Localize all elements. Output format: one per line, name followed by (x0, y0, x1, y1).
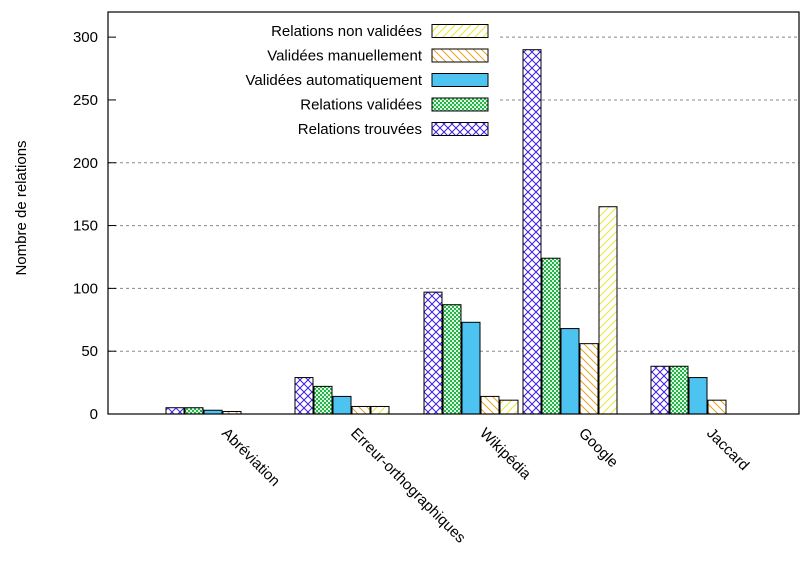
bar-slash (499, 399, 519, 415)
legend-swatch (431, 48, 489, 63)
bar-checker (442, 304, 462, 415)
bar-checker (313, 385, 333, 415)
bar-slash (370, 405, 390, 415)
x-tick-label: Erreur-orthographiques (347, 425, 469, 547)
y-tick-label: 50 (81, 343, 98, 360)
x-tick-label: Wikipédia (476, 425, 534, 483)
x-tick-label: Google (575, 425, 621, 471)
bar-crosshatch (522, 49, 542, 415)
legend-label: Relations validées (300, 97, 422, 114)
grid-lines (108, 36, 799, 352)
legend-swatch (431, 122, 489, 136)
x-axis-labels: Abréviation Erreur-orthographiques Wikipéd… (218, 425, 752, 547)
legend-swatch (431, 97, 489, 112)
y-tick-label: 250 (73, 92, 98, 109)
x-tick-label: Jaccard (703, 425, 752, 474)
plot-frame (107, 11, 800, 415)
y-tick-label: 150 (73, 218, 98, 235)
bar-backslash (579, 343, 599, 415)
bar-slash (598, 206, 618, 415)
legend-label: Relations trouvées (298, 121, 422, 138)
bar-crosshatch (294, 377, 314, 415)
y-axis-ticks: 0 50 100 150 200 250 300 (73, 29, 116, 423)
bar-checker (541, 257, 561, 415)
y-tick-label: 200 (73, 155, 98, 172)
bar-crosshatch (165, 407, 185, 415)
y-tick-label: 300 (73, 29, 98, 46)
bar-solid (332, 395, 352, 415)
x-tick-label: Abréviation (218, 425, 283, 490)
bar-checker (669, 365, 689, 415)
bar-solid (688, 377, 708, 415)
legend-label: Relations non validées (271, 23, 422, 40)
bar-solid (560, 328, 580, 415)
bar-solid (461, 321, 481, 415)
y-axis-title: Nombre de relations (13, 140, 30, 275)
bar-checker (184, 407, 204, 415)
y-tick-label: 100 (73, 280, 98, 297)
bar-backslash (707, 399, 727, 415)
bar-backslash (351, 405, 371, 415)
bar-crosshatch (650, 365, 670, 415)
legend-label: Validées manuellement (267, 48, 423, 65)
bar-crosshatch (423, 291, 443, 415)
legend: Relations non validées Validées manuellem… (246, 23, 489, 138)
bar-backslash (480, 395, 500, 415)
legend-swatch (431, 73, 489, 87)
legend-label: Validées automatiquement (246, 72, 423, 89)
legend-swatch (431, 24, 489, 38)
y-tick-label: 0 (90, 406, 98, 423)
